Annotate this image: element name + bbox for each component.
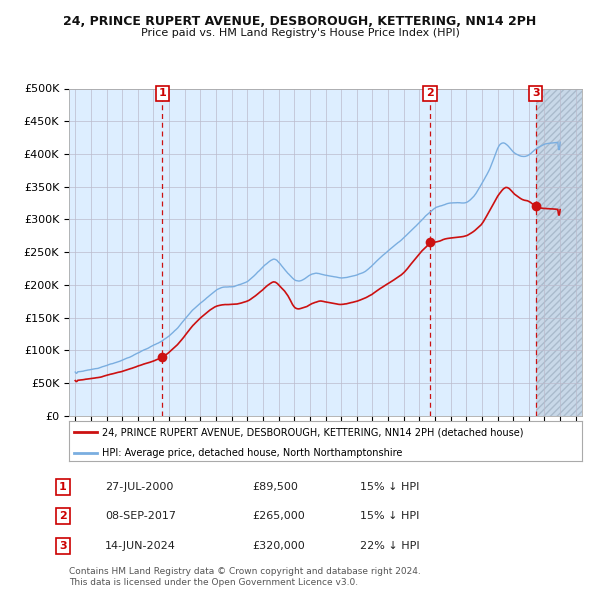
Text: HPI: Average price, detached house, North Northamptonshire: HPI: Average price, detached house, Nort… xyxy=(103,448,403,458)
Text: Contains HM Land Registry data © Crown copyright and database right 2024.: Contains HM Land Registry data © Crown c… xyxy=(69,566,421,576)
Text: 24, PRINCE RUPERT AVENUE, DESBOROUGH, KETTERING, NN14 2PH (detached house): 24, PRINCE RUPERT AVENUE, DESBOROUGH, KE… xyxy=(103,427,524,437)
Text: £89,500: £89,500 xyxy=(252,482,298,491)
Text: 15% ↓ HPI: 15% ↓ HPI xyxy=(360,512,419,521)
Text: 15% ↓ HPI: 15% ↓ HPI xyxy=(360,482,419,491)
Text: This data is licensed under the Open Government Licence v3.0.: This data is licensed under the Open Gov… xyxy=(69,578,358,588)
Bar xyxy=(69,88,536,416)
Text: 2: 2 xyxy=(59,512,67,521)
Text: 3: 3 xyxy=(59,541,67,550)
Text: £265,000: £265,000 xyxy=(252,512,305,521)
Text: 1: 1 xyxy=(59,482,67,491)
Bar xyxy=(536,88,582,416)
Text: 2: 2 xyxy=(426,88,434,99)
Text: 22% ↓ HPI: 22% ↓ HPI xyxy=(360,541,419,550)
Text: 3: 3 xyxy=(532,88,539,99)
Text: 08-SEP-2017: 08-SEP-2017 xyxy=(105,512,176,521)
Text: 14-JUN-2024: 14-JUN-2024 xyxy=(105,541,176,550)
Text: £320,000: £320,000 xyxy=(252,541,305,550)
Text: 1: 1 xyxy=(158,88,166,99)
Text: 24, PRINCE RUPERT AVENUE, DESBOROUGH, KETTERING, NN14 2PH: 24, PRINCE RUPERT AVENUE, DESBOROUGH, KE… xyxy=(64,15,536,28)
Text: Price paid vs. HM Land Registry's House Price Index (HPI): Price paid vs. HM Land Registry's House … xyxy=(140,28,460,38)
Text: 27-JUL-2000: 27-JUL-2000 xyxy=(105,482,173,491)
